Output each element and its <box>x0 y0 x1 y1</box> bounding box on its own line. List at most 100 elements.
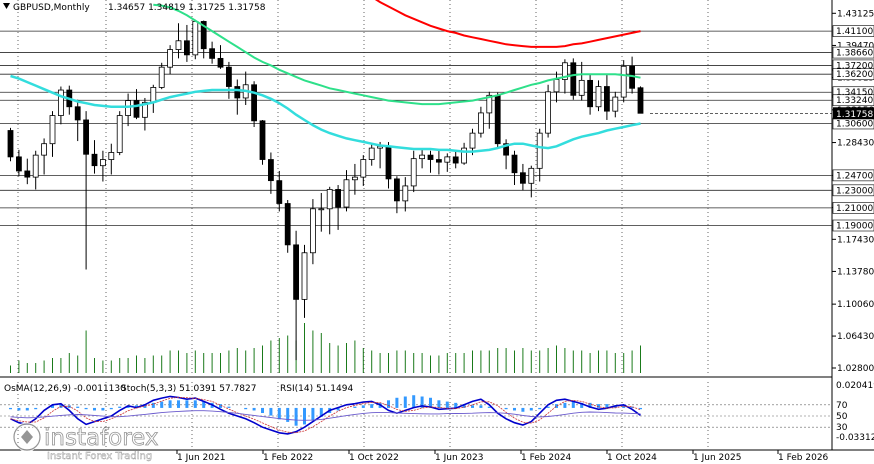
candle-body <box>570 62 577 96</box>
current-price-box <box>833 107 874 120</box>
ma-red-line <box>374 0 641 48</box>
candle-body <box>116 115 123 153</box>
candle-body <box>259 120 266 160</box>
symbol-label: GBPUSD,Monthly <box>13 3 90 13</box>
level-price-label: 1.37200 <box>836 61 873 71</box>
candle-body <box>91 153 98 167</box>
candle-body <box>511 154 518 174</box>
time-tick-label: 1 Feb 2024 <box>521 453 572 463</box>
indicator-min-label: -0.033122 <box>836 433 874 443</box>
candle-body <box>209 48 216 59</box>
candle-body <box>461 147 468 164</box>
level-price-label: 1.23000 <box>836 186 873 196</box>
candle-body <box>360 159 367 178</box>
price-axis[interactable]: 1.431251.394701.358151.321501.284301.247… <box>650 9 874 374</box>
time-tick-label: 1 Jun 2025 <box>693 453 741 463</box>
indicator-series <box>0 395 832 435</box>
time-tick-label: 1 Jun 2023 <box>435 453 483 463</box>
candle-body <box>225 66 232 87</box>
level-price-label: 1.24700 <box>836 171 873 181</box>
candle-body <box>637 87 644 114</box>
candle-body <box>108 152 115 160</box>
candle-body <box>318 208 325 211</box>
candle-body <box>604 86 610 112</box>
level-price-label: 1.38660 <box>836 49 873 59</box>
candle-body <box>167 49 174 68</box>
candles <box>7 19 644 361</box>
candle-body <box>158 66 165 88</box>
candle-body <box>251 84 258 122</box>
candle-body <box>150 87 157 103</box>
candle-body <box>536 132 543 169</box>
level-price-box <box>832 184 874 197</box>
candle-body <box>587 79 593 108</box>
instaforex-logo-icon <box>12 422 42 452</box>
candle-body <box>452 156 459 164</box>
stoch-level-label: 30 <box>836 423 848 433</box>
candle-body <box>133 100 140 118</box>
indicator-max-label: 0.020419 <box>836 381 874 391</box>
price-tick-label: 1.06430 <box>837 332 874 342</box>
candle-body <box>553 79 560 93</box>
candle-body <box>335 189 342 208</box>
candle-body <box>234 86 241 99</box>
candle-body <box>41 143 47 156</box>
candle-body <box>175 40 182 50</box>
price-tick-label: 1.17430 <box>837 235 874 245</box>
level-price-label: 1.30600 <box>836 119 873 129</box>
candle-body <box>83 119 89 155</box>
price-tick-label: 1.02800 <box>837 364 874 374</box>
level-price-label: 1.21000 <box>836 204 873 214</box>
candle-body <box>435 159 442 163</box>
candle-body <box>276 180 283 204</box>
candle-body <box>100 159 106 167</box>
level-price-box <box>832 25 874 37</box>
watermark-brand: instaforex <box>44 425 159 451</box>
time-axis[interactable]: 1 Jun 2021 1 Feb 2022 1 Oct 2022 1 Jun 2023… <box>176 450 829 463</box>
collapse-triangle-icon[interactable] <box>3 3 10 9</box>
price-tick-label: 1.13780 <box>837 267 874 277</box>
candle-body <box>74 106 81 121</box>
rsi-label: RSI(14) 51.1494 <box>280 384 353 394</box>
main-grid <box>17 0 709 450</box>
time-tick-label: 1 Feb 2022 <box>263 453 313 463</box>
candle-body <box>486 94 493 114</box>
level-price-label: 1.34150 <box>836 88 873 98</box>
level-price-label: 1.19000 <box>836 222 873 232</box>
candle-body <box>49 115 56 145</box>
candle-body <box>32 154 39 178</box>
level-price-box <box>832 68 874 81</box>
level-price-label: 1.41100 <box>836 27 873 37</box>
candle-body <box>469 132 476 149</box>
candle-body <box>293 244 300 300</box>
time-tick-label: 1 Oct 2022 <box>349 453 399 463</box>
candle-body <box>393 178 400 202</box>
candle-body <box>427 154 434 160</box>
candle-body <box>620 65 627 98</box>
price-tick-label: 1.10060 <box>837 300 874 310</box>
candle-body <box>578 79 585 96</box>
time-tick-label: 1 Oct 2024 <box>607 453 657 463</box>
candle-body <box>410 158 417 187</box>
candle-body <box>503 143 510 156</box>
main-pane[interactable] <box>0 0 832 373</box>
level-price-box <box>832 169 874 182</box>
candle-body <box>595 86 602 108</box>
candle-body <box>326 189 333 210</box>
chart-header: GBPUSD,Monthly 1.34657 1.34819 1.31725 1… <box>3 3 266 13</box>
ma-green-line <box>153 3 641 106</box>
level-price-box <box>832 94 874 107</box>
candle-body <box>301 252 308 300</box>
candle-body <box>562 62 568 80</box>
candle-body <box>58 89 64 116</box>
level-price-box <box>832 46 874 59</box>
candle-body <box>402 185 409 202</box>
candle-body <box>368 147 375 160</box>
moving-averages <box>10 0 641 153</box>
candle-body <box>217 57 224 68</box>
stoch-level-label: 50 <box>836 412 848 422</box>
stoch-main-line <box>10 395 641 435</box>
